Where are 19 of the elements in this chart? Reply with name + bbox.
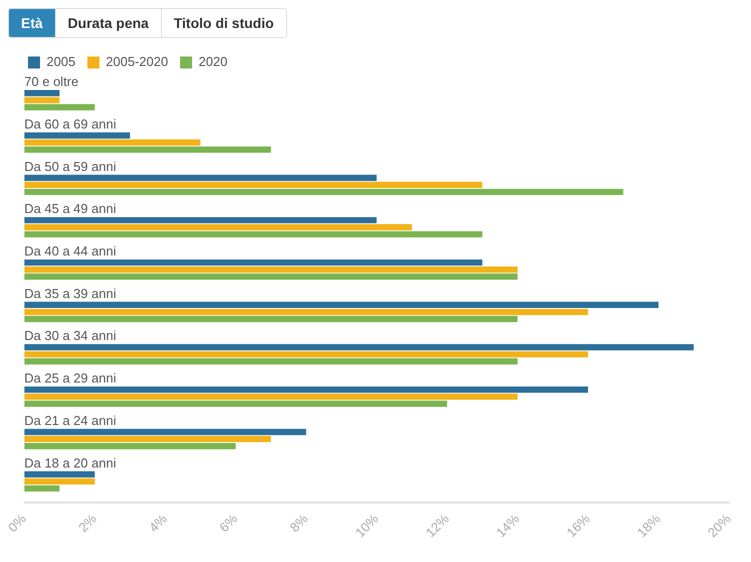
x-tick-label: 8% <box>286 510 312 536</box>
legend-label: 2005 <box>46 54 76 70</box>
y-tick-label: Da 40 a 44 anni <box>24 244 116 259</box>
tab-button: Età <box>9 9 55 37</box>
y-tick-label: Da 45 a 49 anni <box>24 201 116 216</box>
x-tick-label: 4% <box>146 510 170 536</box>
legend-label: 2020 <box>198 54 228 70</box>
y-tick-label: Da 35 a 39 anni <box>24 286 116 301</box>
x-tick-label: 6% <box>216 510 241 536</box>
y-tick-label: Da 60 a 69 anni <box>24 116 116 132</box>
y-tick-label: Da 21 a 24 anni <box>24 412 116 428</box>
tab-button: Titolo di studio <box>160 9 286 37</box>
legend-label: 2005-2020 <box>106 54 168 70</box>
y-tick-label: Da 50 a 59 anni <box>24 158 116 174</box>
y-tick-label: Da 25 a 29 anni <box>24 370 116 386</box>
x-tick-label: 2% <box>76 510 100 536</box>
y-tick-label: Da 18 a 20 anni <box>24 455 116 470</box>
y-tick-label: 70 e oltre <box>24 74 78 90</box>
y-tick-label: Da 30 a 34 anni <box>24 328 116 344</box>
